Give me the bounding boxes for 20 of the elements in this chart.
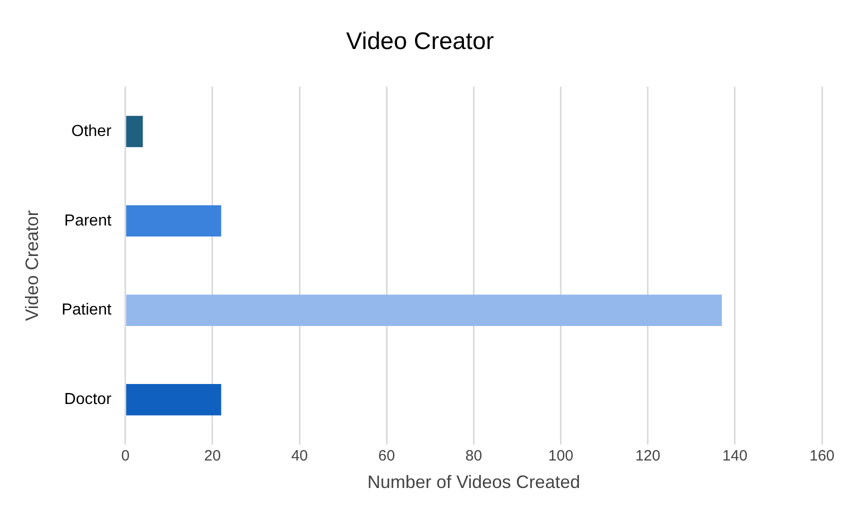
x-tick-label: 20 bbox=[204, 448, 221, 465]
x-tick-label: 60 bbox=[378, 448, 395, 465]
bar bbox=[126, 294, 722, 326]
x-axis-title: Number of Videos Created bbox=[367, 472, 580, 492]
chart-title: Video Creator bbox=[346, 28, 494, 56]
x-tick-label: 160 bbox=[809, 448, 835, 465]
x-tick-label: 120 bbox=[635, 448, 660, 465]
bar bbox=[126, 384, 222, 416]
y-tick-label: Patient bbox=[62, 302, 112, 319]
x-tick-label: 0 bbox=[121, 448, 130, 465]
bar bbox=[126, 116, 143, 148]
x-tick-label: 140 bbox=[722, 448, 748, 465]
x-tick-label: 80 bbox=[465, 448, 482, 465]
y-tick-label: Other bbox=[71, 122, 112, 140]
y-tick-label: Doctor bbox=[64, 391, 112, 408]
bar bbox=[126, 205, 222, 237]
y-tick-label: Parent bbox=[64, 212, 112, 230]
y-axis-title: Video Creator bbox=[22, 210, 42, 321]
x-tick-label: 40 bbox=[291, 448, 308, 465]
x-tick-label: 100 bbox=[548, 448, 574, 465]
